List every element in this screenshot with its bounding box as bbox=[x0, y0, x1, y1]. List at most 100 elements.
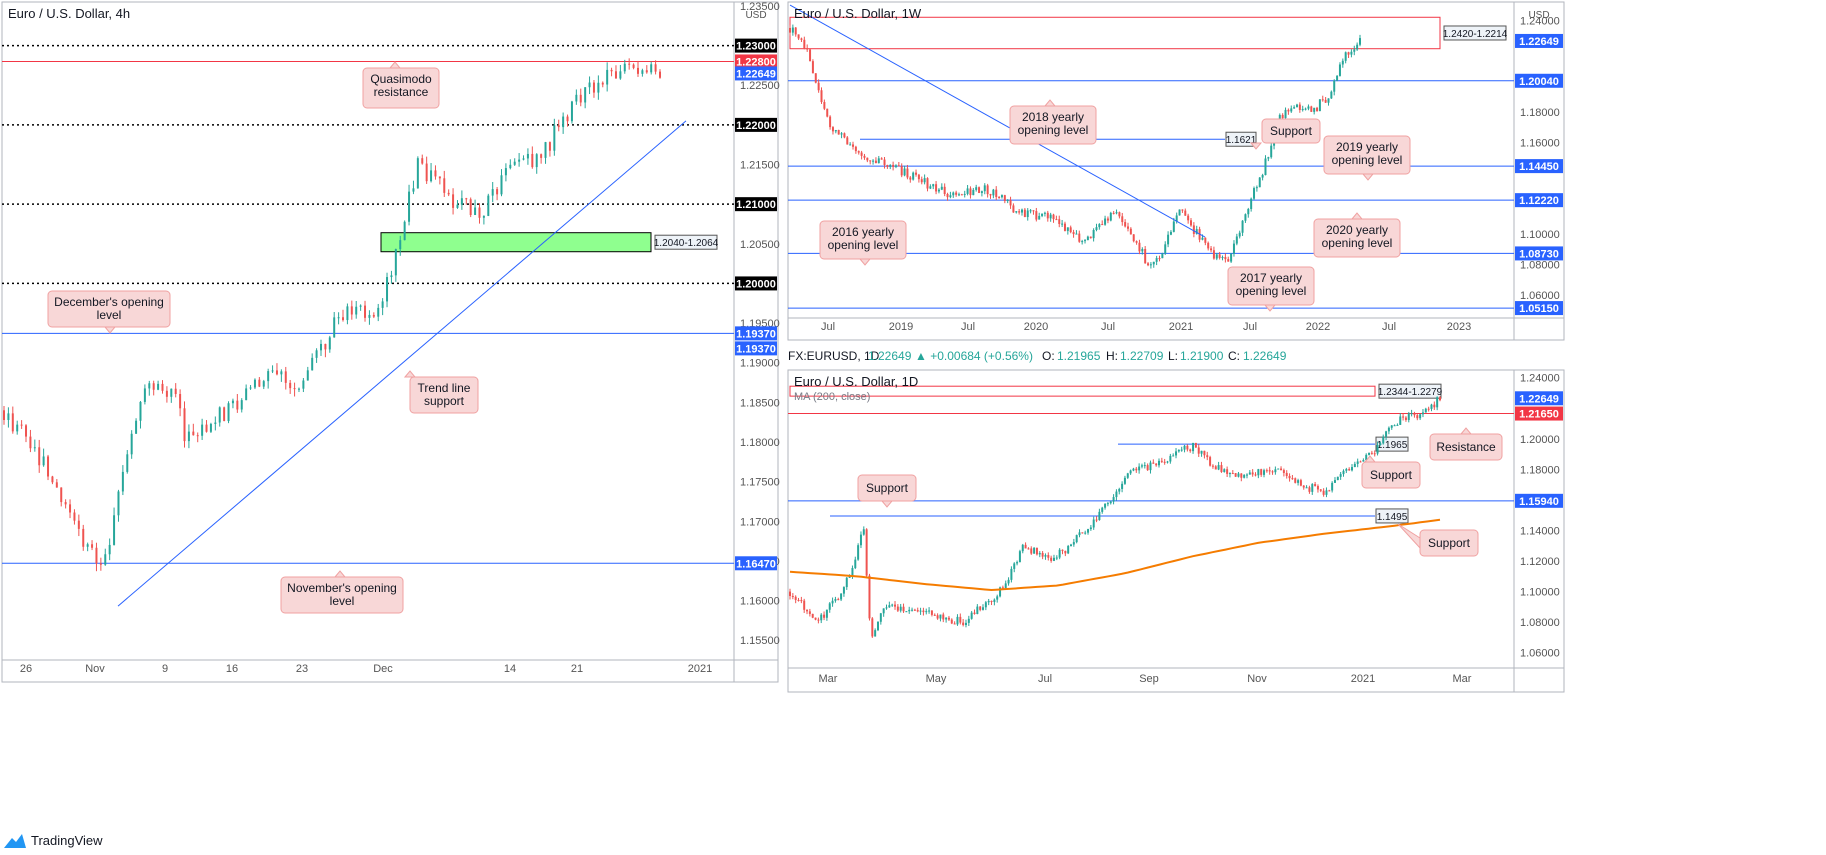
candle bbox=[1032, 210, 1035, 215]
candle-body bbox=[1169, 455, 1172, 462]
candle bbox=[553, 118, 556, 156]
candle-body bbox=[1081, 241, 1084, 243]
candle bbox=[952, 191, 955, 198]
candle-body bbox=[544, 142, 547, 158]
candle-body bbox=[930, 610, 933, 615]
candle-body bbox=[1314, 484, 1317, 487]
candle bbox=[1006, 199, 1009, 204]
candle-body bbox=[831, 600, 834, 604]
x-tick-label: 2020 bbox=[1024, 321, 1048, 333]
candle-body bbox=[1018, 551, 1021, 563]
level-tag: 1.08730 bbox=[1515, 246, 1563, 261]
candle-body bbox=[342, 317, 345, 321]
candle-body bbox=[1333, 80, 1336, 92]
candle bbox=[205, 420, 208, 433]
candle bbox=[1141, 247, 1144, 255]
candle bbox=[955, 190, 958, 197]
candle bbox=[854, 145, 857, 154]
candle bbox=[1041, 551, 1044, 560]
candle-body bbox=[364, 305, 367, 318]
candle bbox=[7, 407, 10, 428]
candle-body bbox=[1132, 234, 1135, 242]
callout-pointer bbox=[1249, 142, 1263, 150]
candle bbox=[636, 60, 639, 77]
candle-body bbox=[1263, 470, 1266, 475]
candle-body bbox=[1001, 587, 1004, 589]
tradingview-logo-icon bbox=[4, 832, 26, 848]
callout-text: level bbox=[97, 308, 122, 322]
candle bbox=[187, 424, 190, 449]
candle-body bbox=[1118, 488, 1121, 492]
candle-body bbox=[837, 129, 840, 135]
candle-body bbox=[659, 71, 661, 78]
candle bbox=[1390, 425, 1393, 430]
candle bbox=[1112, 494, 1115, 505]
candle-body bbox=[911, 609, 914, 611]
candle-body bbox=[896, 606, 899, 611]
candle bbox=[872, 159, 875, 165]
y-tick-label: 1.24000 bbox=[1520, 373, 1560, 385]
callout-text: opening level bbox=[828, 238, 899, 252]
y-tick-label: 1.18000 bbox=[1520, 464, 1560, 476]
candle-body bbox=[1294, 478, 1297, 483]
candle-body bbox=[987, 600, 990, 603]
candle-body bbox=[892, 164, 895, 167]
candle bbox=[421, 154, 424, 165]
candle-body bbox=[826, 108, 829, 117]
candle bbox=[1353, 45, 1356, 56]
candle-body bbox=[909, 177, 912, 180]
candle-body bbox=[843, 133, 846, 138]
candle bbox=[350, 300, 353, 320]
candle-body bbox=[1407, 413, 1410, 420]
candle bbox=[1359, 460, 1362, 463]
level-tag-box bbox=[735, 117, 777, 132]
candle-body bbox=[289, 382, 292, 389]
candle bbox=[1135, 466, 1138, 473]
tradingview-brand[interactable]: TradingView bbox=[4, 832, 103, 848]
candle bbox=[826, 108, 829, 118]
candle-body bbox=[535, 154, 538, 168]
candle-body bbox=[823, 102, 826, 109]
level-tag-text: 1.20040 bbox=[1519, 76, 1559, 88]
candle bbox=[986, 183, 989, 198]
callout-pointer bbox=[880, 500, 894, 508]
x-tick-label: 14 bbox=[504, 663, 516, 675]
candle-body bbox=[1078, 532, 1081, 536]
candle-body bbox=[1152, 261, 1155, 265]
candle bbox=[1038, 212, 1041, 220]
candle bbox=[979, 605, 982, 612]
candle-body bbox=[1032, 210, 1035, 212]
candle bbox=[1203, 450, 1206, 459]
candle-body bbox=[1192, 225, 1195, 234]
candle-body bbox=[882, 608, 885, 614]
callout-pointer bbox=[858, 258, 872, 266]
candle-body bbox=[47, 456, 50, 477]
candle bbox=[1089, 236, 1092, 239]
candle-body bbox=[1043, 212, 1046, 214]
candle-body bbox=[1245, 474, 1248, 476]
candle bbox=[20, 420, 23, 429]
candle bbox=[1187, 213, 1190, 224]
candle bbox=[869, 160, 872, 165]
candle bbox=[1339, 471, 1342, 480]
candle bbox=[650, 61, 653, 75]
candle bbox=[1038, 551, 1041, 558]
candle-body bbox=[504, 168, 507, 176]
candle bbox=[452, 188, 455, 215]
y-tick-label: 1.23500 bbox=[740, 1, 780, 13]
candle bbox=[1126, 472, 1129, 479]
x-tick-label: 16 bbox=[226, 663, 238, 675]
level-tag-box bbox=[735, 556, 777, 571]
level-tag-box bbox=[1515, 493, 1563, 508]
candle bbox=[73, 509, 76, 525]
x-tick-label: Mar bbox=[819, 673, 838, 685]
candle-body bbox=[218, 407, 221, 423]
candle-body bbox=[992, 189, 995, 196]
candle-body bbox=[906, 168, 909, 178]
candle-body bbox=[1163, 461, 1166, 463]
x-tick-label: Jul bbox=[1038, 673, 1052, 685]
candle-body bbox=[1230, 253, 1233, 262]
candle bbox=[956, 614, 959, 626]
